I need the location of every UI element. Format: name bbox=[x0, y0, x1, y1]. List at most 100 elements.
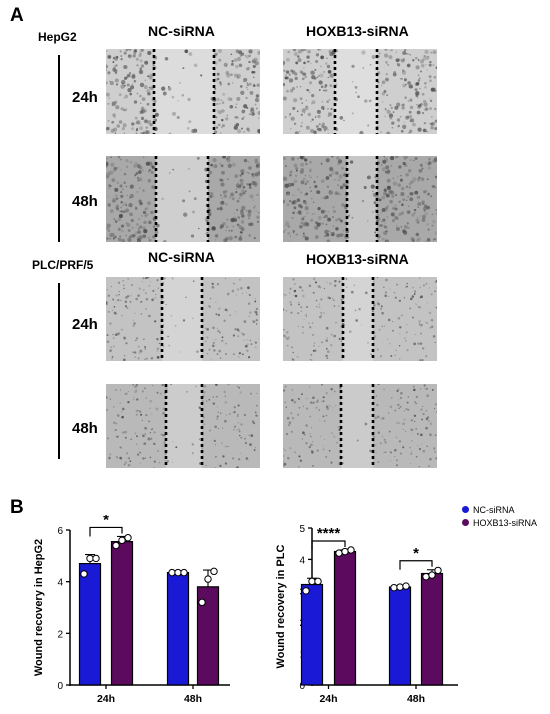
cell-speck bbox=[422, 405, 424, 408]
cell-speck bbox=[333, 305, 336, 307]
cell-speck bbox=[406, 222, 409, 225]
cell-speck bbox=[398, 165, 402, 169]
cell-speck bbox=[233, 283, 235, 285]
cell-speck bbox=[256, 193, 259, 196]
cell-speck bbox=[144, 442, 147, 445]
cell-speck bbox=[283, 334, 286, 338]
cell-speck bbox=[326, 407, 330, 411]
cell-speck bbox=[112, 333, 114, 335]
cell-speck bbox=[321, 384, 323, 386]
cell-speck bbox=[148, 314, 151, 318]
cell-speck bbox=[407, 408, 410, 411]
cell-speck bbox=[351, 64, 355, 68]
micrograph-plc-hoxb13-24h bbox=[283, 277, 437, 361]
cell-speck bbox=[148, 168, 152, 172]
cell-speck bbox=[153, 99, 157, 103]
cell-speck bbox=[377, 431, 380, 434]
cell-speck bbox=[381, 92, 386, 96]
cell-speck bbox=[406, 115, 409, 119]
cell-speck bbox=[298, 301, 300, 304]
cell-speck bbox=[319, 435, 322, 437]
cell-speck bbox=[405, 430, 407, 432]
cell-speck bbox=[198, 406, 202, 409]
cell-speck bbox=[398, 299, 402, 303]
cell-speck bbox=[431, 388, 434, 391]
cell-speck bbox=[301, 170, 304, 173]
cell-speck bbox=[225, 70, 230, 75]
cell-speck bbox=[283, 176, 288, 181]
cell-speck bbox=[119, 456, 123, 460]
cell-speck bbox=[236, 208, 239, 211]
cell-speck bbox=[415, 91, 420, 96]
cell-speck bbox=[108, 97, 111, 99]
cell-speck bbox=[247, 302, 251, 305]
cell-speck bbox=[186, 391, 188, 393]
cell-speck bbox=[425, 55, 430, 60]
cell-speck bbox=[290, 311, 293, 314]
cell-speck bbox=[317, 114, 321, 119]
cell-speck bbox=[311, 93, 315, 98]
cell-speck bbox=[366, 175, 371, 180]
cell-speck bbox=[405, 173, 409, 177]
cell-speck bbox=[190, 234, 195, 238]
cell-speck bbox=[395, 58, 400, 63]
cell-speck bbox=[309, 128, 315, 133]
cell-speck bbox=[243, 130, 246, 133]
cell-speck bbox=[183, 212, 188, 217]
cell-speck bbox=[367, 220, 369, 222]
cell-speck bbox=[226, 292, 230, 296]
cell-speck bbox=[373, 335, 377, 338]
cell-speck bbox=[151, 413, 153, 415]
cell-speck bbox=[397, 126, 399, 128]
cell-speck bbox=[211, 285, 215, 289]
cell-speck bbox=[205, 233, 207, 235]
cell-speck bbox=[235, 188, 238, 190]
cell-speck bbox=[118, 293, 120, 296]
cell-speck bbox=[420, 295, 423, 299]
cell-speck bbox=[249, 443, 252, 447]
cell-speck bbox=[294, 76, 298, 81]
cell-speck bbox=[381, 195, 386, 200]
cell-speck bbox=[395, 156, 399, 159]
cell-speck bbox=[147, 75, 150, 78]
cell-speck bbox=[217, 77, 220, 81]
cell-speck bbox=[149, 407, 151, 409]
cell-speck bbox=[240, 436, 243, 439]
cell-speck bbox=[182, 199, 186, 203]
cell-speck bbox=[407, 81, 411, 85]
cell-speck bbox=[210, 163, 213, 167]
cell-speck bbox=[140, 102, 142, 104]
cell-speck bbox=[322, 396, 325, 399]
cell-speck bbox=[154, 118, 157, 122]
cell-speck bbox=[136, 223, 139, 226]
cell-speck bbox=[124, 108, 128, 112]
cell-speck bbox=[406, 63, 411, 68]
cell-speck bbox=[346, 286, 348, 288]
cell-speck bbox=[115, 197, 118, 199]
cell-speck bbox=[121, 314, 123, 317]
cell-speck bbox=[435, 208, 437, 212]
cell-speck bbox=[144, 387, 146, 390]
cell-speck bbox=[145, 397, 147, 399]
cell-speck bbox=[129, 240, 132, 242]
cell-speck bbox=[430, 126, 434, 130]
cell-speck bbox=[304, 314, 306, 316]
cell-speck bbox=[290, 430, 293, 433]
cell-speck bbox=[110, 209, 114, 213]
cell-speck bbox=[424, 240, 428, 242]
cell-speck bbox=[385, 72, 388, 76]
cell-speck bbox=[389, 288, 391, 290]
cell-speck bbox=[284, 224, 287, 227]
cell-speck bbox=[132, 324, 136, 327]
cell-speck bbox=[116, 56, 119, 59]
cell-speck bbox=[215, 52, 218, 56]
cell-speck bbox=[116, 124, 121, 128]
cell-speck bbox=[172, 168, 175, 171]
cell-speck bbox=[177, 100, 179, 102]
cell-speck bbox=[136, 443, 138, 445]
micrograph-hepg2-nc-48h bbox=[106, 156, 260, 242]
cell-speck bbox=[123, 51, 127, 55]
cell-speck bbox=[232, 334, 236, 337]
cell-speck bbox=[426, 69, 428, 71]
cell-speck bbox=[294, 451, 296, 453]
